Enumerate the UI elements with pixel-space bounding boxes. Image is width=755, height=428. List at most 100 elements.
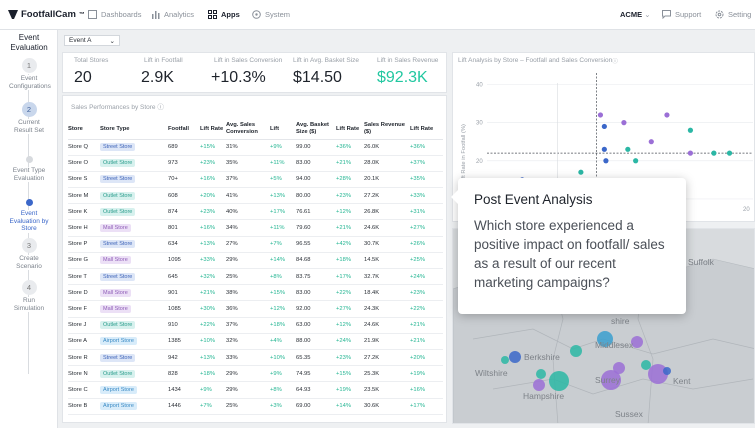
- table-cell: +8%: [270, 381, 296, 399]
- nav-dashboards[interactable]: Dashboards: [88, 10, 141, 19]
- data-point: [633, 158, 639, 164]
- table-row[interactable]: Store C Airport Store 1434 +9% 29% +8% 64.93 +1…: [68, 381, 443, 399]
- store-type-badge: Street Store: [100, 272, 136, 281]
- store-marker[interactable]: [663, 367, 671, 375]
- account-selector[interactable]: ACME ⌄: [620, 10, 650, 19]
- store-marker[interactable]: [641, 360, 651, 370]
- table-cell: Store R: [68, 349, 100, 367]
- table-row[interactable]: Store K Outlet Store 874 +23% 40% +17% 76.61 +1…: [68, 203, 443, 221]
- column-header[interactable]: Lift Rate: [336, 119, 364, 140]
- column-header[interactable]: Store Type: [100, 119, 168, 140]
- table-row[interactable]: Store N Outlet Store 828 +18% 29% +9% 74.95 +15…: [68, 365, 443, 383]
- table-row[interactable]: Store R Street Store 942 +13% 33% +10% 65.35 +2…: [68, 349, 443, 367]
- column-header[interactable]: Sales Revenue ($): [364, 119, 410, 140]
- nav-apps[interactable]: Apps: [208, 10, 240, 19]
- store-type-cell: Airport Store: [100, 398, 168, 415]
- table-row[interactable]: Store B Airport Store 1446 +7% 25% +3% 69.00 +1…: [68, 398, 443, 415]
- column-header[interactable]: Avg. Basket Size ($): [296, 119, 336, 140]
- table-cell: 27%: [226, 236, 270, 253]
- store-marker[interactable]: [648, 364, 668, 384]
- data-point: [601, 146, 607, 152]
- column-header[interactable]: Lift Rate: [200, 119, 226, 140]
- column-header[interactable]: Store: [68, 119, 100, 140]
- table-row[interactable]: Store M Outlet Store 608 +20% 41% +13% 80.00 +2…: [68, 187, 443, 205]
- table-cell: 801: [168, 219, 200, 237]
- table-cell: +23%: [410, 284, 443, 302]
- footfallcam-logo[interactable]: FootfallCam ™: [8, 9, 85, 20]
- table-cell: +13%: [270, 187, 296, 205]
- table-cell: 65.35: [296, 349, 336, 367]
- table-cell: +21%: [336, 219, 364, 237]
- table-cell: +36%: [336, 139, 364, 156]
- table-cell: +12%: [336, 317, 364, 334]
- table-row[interactable]: Store D Mall Store 901 +21% 38% +15% 83.00 +22%…: [68, 284, 443, 302]
- table-cell: 84.68: [296, 252, 336, 270]
- store-marker[interactable]: [533, 379, 545, 391]
- step-event-evaluation-by-store[interactable]: Event Evaluation by Store: [0, 195, 58, 233]
- table-row[interactable]: Store Q Street Store 689 +15% 31% +9% 99.00 +36…: [68, 139, 443, 156]
- table-row[interactable]: Store G Mall Store 1095 +33% 29% +14% 84.68 +18…: [68, 252, 443, 270]
- table-cell: +21%: [410, 333, 443, 350]
- nav-settings-label: Setting: [728, 10, 752, 19]
- logo-trademark: ™: [78, 11, 85, 18]
- data-point: [578, 169, 584, 175]
- table-cell: 34%: [226, 219, 270, 237]
- data-point: [726, 150, 733, 156]
- store-marker[interactable]: [601, 370, 621, 390]
- event-select[interactable]: Event A ⌄: [64, 35, 120, 46]
- nav-system[interactable]: System: [252, 10, 290, 19]
- table-cell: +28%: [336, 171, 364, 189]
- table-cell: 24.6K: [364, 219, 410, 237]
- store-type-badge: Street Store: [100, 143, 136, 152]
- column-header[interactable]: Lift Rate: [410, 119, 443, 140]
- table-cell: 99.00: [296, 139, 336, 156]
- step-event-type-evaluation[interactable]: Event Type Evaluation: [0, 152, 58, 182]
- table-cell: +26%: [410, 236, 443, 253]
- table-row[interactable]: Store S Street Store 70+ +16% 37% +5% 94.00 +28…: [68, 171, 443, 189]
- post-event-analysis-tooltip[interactable]: Post Event Analysis Which store experien…: [451, 178, 686, 314]
- step-number: 1: [21, 58, 37, 73]
- step-create-scenario[interactable]: 3 Create Scenario: [0, 238, 58, 270]
- store-marker[interactable]: [501, 356, 509, 364]
- step-number: 2: [21, 102, 37, 117]
- nav-settings[interactable]: Setting: [715, 10, 751, 19]
- table-cell: Store T: [68, 268, 100, 286]
- store-type-badge: Street Store: [100, 240, 136, 249]
- table-cell: +9%: [270, 365, 296, 383]
- store-marker[interactable]: [613, 362, 625, 374]
- table-row[interactable]: Store J Outlet Store 910 +22% 37% +18% 63.00 +1…: [68, 317, 443, 334]
- top-navigation: FootfallCam ™ Dashboards Analytics Apps S…: [0, 0, 755, 30]
- store-marker[interactable]: [509, 351, 521, 363]
- table-row[interactable]: Store H Mall Store 801 +16% 34% +11% 79.60 +21%…: [68, 219, 443, 237]
- table-cell: 24.3K: [364, 300, 410, 318]
- table-cell: 96.55: [296, 236, 336, 253]
- step-current-result-set[interactable]: 2 Current Result Set: [0, 102, 58, 134]
- table-cell: 25%: [226, 268, 270, 286]
- store-type-badge: Outlet Store: [100, 159, 136, 168]
- step-event-configurations[interactable]: 1 Event Configurations: [0, 58, 58, 90]
- nav-support[interactable]: Support: [662, 10, 701, 19]
- table-row[interactable]: Store A Airport Store 1385 +10% 32% +4% 88.00 +…: [68, 333, 443, 350]
- table-cell: Store K: [68, 203, 100, 221]
- column-header[interactable]: Avg. Sales Conversion: [226, 119, 270, 140]
- data-point: [648, 139, 654, 145]
- table-row[interactable]: Store T Street Store 645 +32% 25% +8% 83.75 +17…: [68, 268, 443, 286]
- store-marker[interactable]: [549, 371, 569, 391]
- store-marker[interactable]: [597, 331, 613, 347]
- step-run-simulation[interactable]: 4 Run Simulation: [0, 280, 58, 312]
- store-marker[interactable]: [631, 336, 643, 348]
- table-row[interactable]: Store P Street Store 634 +13% 27% +7% 96.55 +42…: [68, 236, 443, 253]
- table-row[interactable]: Store F Mall Store 1085 +30% 36% +12% 92.00 +27…: [68, 300, 443, 318]
- table-cell: 14.5K: [364, 252, 410, 270]
- store-type-cell: Outlet Store: [100, 203, 168, 221]
- column-header[interactable]: Footfall: [168, 119, 200, 140]
- dashboard-icon: [88, 10, 97, 19]
- table-row[interactable]: Store O Outlet Store 973 +23% 35% +11% 83.00 +2…: [68, 155, 443, 172]
- store-type-cell: Street Store: [100, 268, 168, 286]
- store-marker[interactable]: [536, 369, 546, 379]
- store-type-cell: Street Store: [100, 349, 168, 367]
- nav-analytics[interactable]: Analytics: [151, 10, 194, 19]
- table-cell: +16%: [200, 171, 226, 189]
- store-marker[interactable]: [570, 345, 582, 357]
- column-header[interactable]: Lift: [270, 119, 296, 140]
